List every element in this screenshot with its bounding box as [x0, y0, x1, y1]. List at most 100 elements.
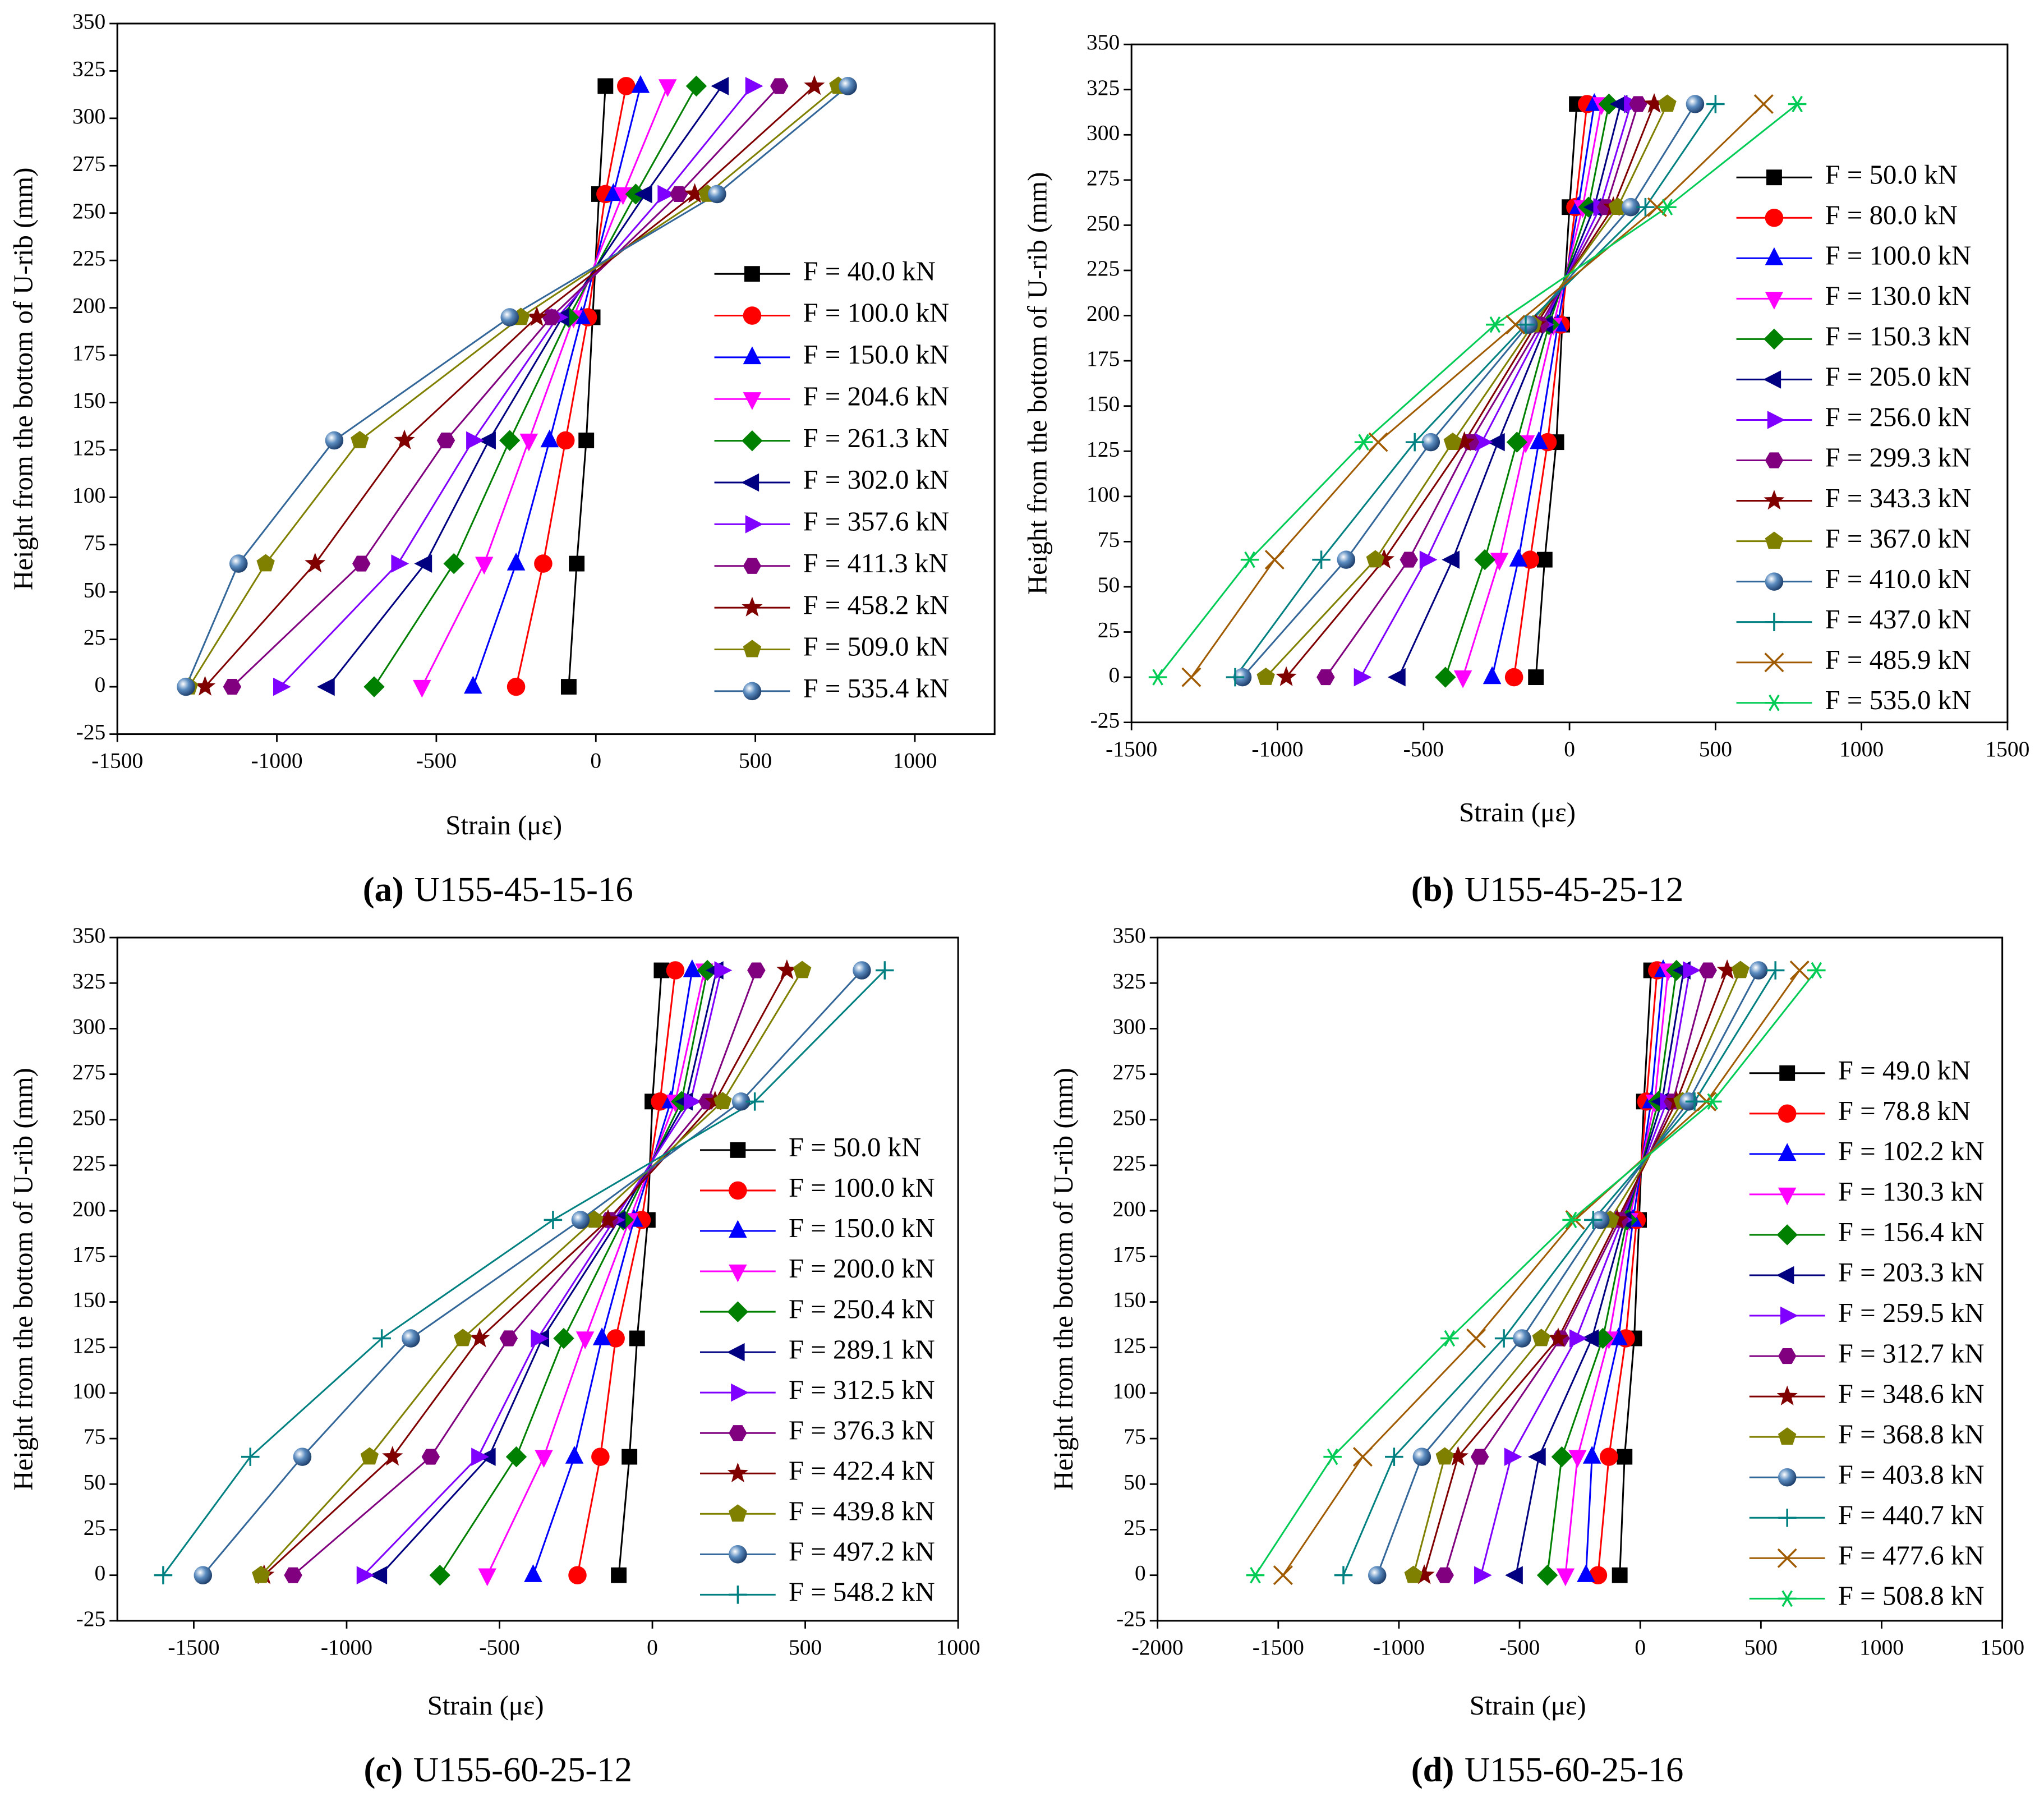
y-tick-label: 350: [72, 9, 105, 34]
marker: [471, 1447, 489, 1466]
marker: [1788, 95, 1807, 113]
marker: [1644, 93, 1665, 113]
series-line: [1412, 969, 1742, 1576]
marker: [804, 75, 825, 95]
marker: [1368, 1566, 1387, 1584]
marker: [443, 553, 464, 575]
marker: [325, 431, 344, 450]
marker: [1276, 666, 1297, 686]
marker: [1532, 1329, 1551, 1347]
marker: [876, 961, 894, 980]
marker: [1776, 1224, 1798, 1246]
marker: [1753, 94, 1774, 114]
marker: [1513, 1329, 1531, 1348]
y-tick-label: 75: [84, 1424, 105, 1449]
marker: [531, 1329, 549, 1348]
x-tick-label: 0: [1635, 1635, 1646, 1660]
marker: [629, 1330, 645, 1347]
marker: [252, 1565, 270, 1583]
marker: [666, 961, 685, 980]
marker: [727, 1462, 748, 1483]
marker: [1658, 94, 1677, 112]
legend-label: F = 535.4 kN: [803, 673, 950, 704]
marker: [1405, 433, 1424, 452]
marker: [1400, 552, 1419, 568]
legend-label: F = 205.0 kN: [1825, 362, 1972, 392]
x-tick-label: -1500: [168, 1635, 219, 1660]
y-tick-label: 350: [1113, 923, 1146, 948]
marker: [1778, 1590, 1797, 1607]
series-line: [1157, 103, 1798, 678]
y-tick-label: 100: [72, 1378, 105, 1403]
marker: [1385, 1447, 1403, 1466]
series-line: [1564, 970, 1669, 1575]
marker: [556, 431, 575, 450]
marker: [1264, 550, 1285, 570]
x-tick-label: -1000: [1373, 1635, 1425, 1660]
marker: [1686, 95, 1705, 113]
marker: [352, 555, 371, 572]
series-line: [1398, 104, 1622, 678]
legend-label: F = 312.7 kN: [1838, 1338, 1985, 1368]
x-axis-title: Strain (με): [445, 810, 562, 840]
y-tick-label: 75: [84, 530, 105, 555]
marker: [658, 79, 677, 97]
marker: [478, 1568, 496, 1587]
marker: [1181, 667, 1201, 687]
y-tick-label: 200: [72, 1196, 105, 1221]
series-line: [1444, 970, 1709, 1576]
x-axis-title: Strain (με): [1470, 1690, 1586, 1721]
x-tick-label: -1000: [321, 1635, 372, 1660]
y-tick-label: 175: [1087, 346, 1120, 371]
marker: [1562, 1211, 1581, 1229]
legend-label: F = 376.3 kN: [789, 1415, 935, 1445]
marker: [1778, 1104, 1797, 1123]
y-tick-label: -25: [1116, 1606, 1146, 1631]
marker: [1494, 1329, 1513, 1348]
legend-label: F = 102.2 kN: [1838, 1136, 1985, 1166]
marker: [1617, 1449, 1633, 1465]
x-tick-label: -1500: [1106, 737, 1157, 761]
y-tick-label: 50: [1124, 1469, 1146, 1494]
marker: [1435, 1447, 1454, 1465]
series-line: [292, 970, 757, 1576]
marker: [568, 1566, 587, 1584]
series-line: [263, 969, 788, 1576]
y-tick-label: 150: [1087, 392, 1120, 416]
marker: [730, 1142, 746, 1158]
legend-label: F = 440.7 kN: [1838, 1500, 1985, 1530]
marker: [421, 1449, 440, 1465]
x-tick-label: 0: [647, 1635, 658, 1660]
legend-label: F = 200.0 kN: [789, 1253, 935, 1284]
series-line: [162, 969, 886, 1576]
marker: [729, 1220, 747, 1238]
plot-frame: [116, 936, 959, 1622]
y-tick-label: 50: [84, 577, 105, 602]
y-tick-label: 325: [1087, 75, 1120, 100]
marker: [1776, 1266, 1794, 1285]
legend-label: F = 343.3 kN: [1825, 483, 1972, 513]
series-line: [1585, 970, 1664, 1575]
marker: [223, 679, 242, 695]
y-tick-label: 225: [72, 1151, 105, 1175]
marker: [576, 1331, 595, 1350]
legend-label: F = 100.0 kN: [803, 298, 950, 328]
series-line: [1234, 103, 1716, 678]
marker: [1622, 197, 1640, 217]
x-tick-label: -500: [416, 748, 457, 773]
marker: [1749, 961, 1768, 980]
x-tick-label: 500: [1699, 737, 1732, 761]
series-line: [231, 85, 780, 688]
marker: [542, 309, 560, 325]
marker: [727, 1301, 749, 1322]
marker: [1442, 550, 1460, 569]
y-tick-label: 200: [1087, 301, 1120, 326]
marker: [708, 185, 726, 204]
marker: [1435, 667, 1456, 688]
marker: [1486, 316, 1504, 333]
y-tick-label: 325: [72, 968, 105, 993]
marker: [622, 1449, 638, 1465]
marker: [604, 183, 623, 201]
marker: [1763, 370, 1781, 389]
